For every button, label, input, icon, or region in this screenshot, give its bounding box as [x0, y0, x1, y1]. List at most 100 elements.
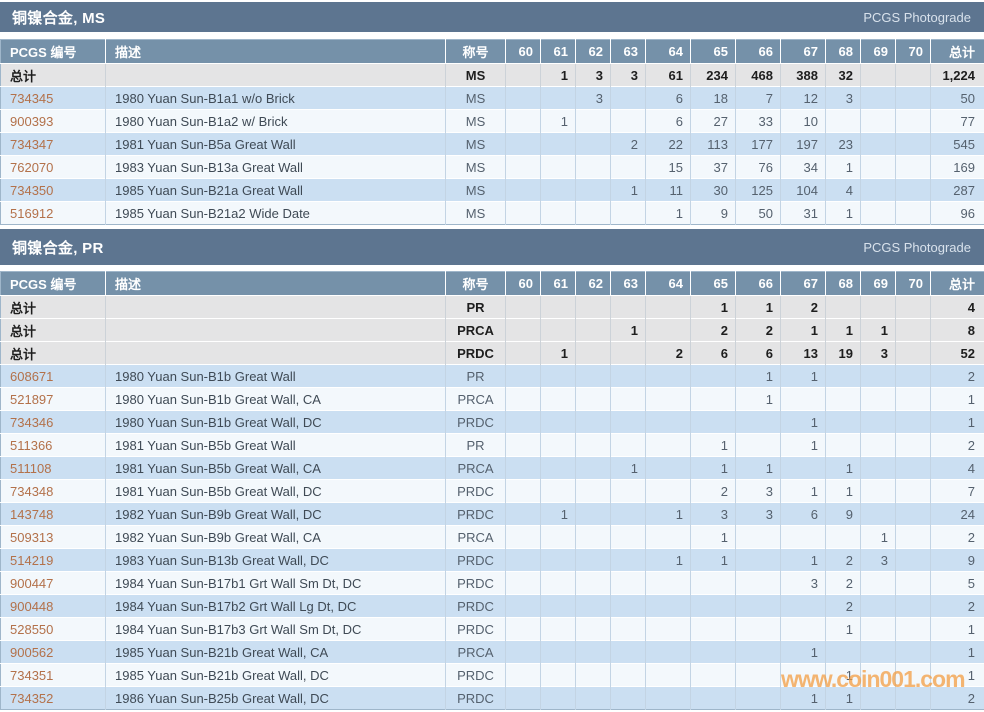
grade-61-cell [540, 364, 576, 388]
pcgs-number-link[interactable]: 734350 [10, 182, 54, 198]
col-header-grade-62: 62 [575, 271, 611, 296]
grade-61-cell [540, 132, 576, 156]
pcgs-number-link[interactable]: 900447 [10, 575, 54, 591]
grade-68-cell [825, 109, 861, 133]
pcgs-number-link[interactable]: 900448 [10, 598, 54, 614]
grade-63-cell: 1 [610, 178, 646, 202]
description-cell: 1981 Yuan Sun-B5b Great Wall, DC [105, 479, 446, 503]
grade-67-cell: 13 [780, 341, 826, 365]
col-header-grade-65: 65 [690, 39, 736, 64]
grade-63-cell: 2 [610, 132, 646, 156]
grade-65-cell [690, 364, 736, 388]
pcgs-number-link[interactable]: 511108 [10, 460, 52, 476]
total-cell: 2 [930, 686, 984, 710]
pcgs-number-cell: 900447 [0, 571, 106, 595]
grade-64-cell: 1 [645, 502, 691, 526]
pcgs-number-link[interactable]: 511366 [10, 437, 53, 453]
grade-62-cell [575, 663, 611, 687]
grade-63-cell [610, 387, 646, 411]
grade-64-cell [645, 594, 691, 618]
grade-63-cell [610, 410, 646, 434]
grade-61-cell [540, 525, 576, 549]
grade-61-cell [540, 201, 576, 225]
designation-cell: PRDC [445, 548, 506, 572]
grade-64-cell: 1 [645, 548, 691, 572]
pcgs-number-link[interactable]: 734351 [10, 667, 54, 683]
grade-69-cell [860, 364, 896, 388]
total-cell: 2 [930, 525, 984, 549]
grade-63-cell [610, 364, 646, 388]
designation-cell: PRDC [445, 663, 506, 687]
grade-60-cell [505, 663, 541, 687]
grade-62-cell: 3 [575, 86, 611, 110]
grade-68-cell: 1 [825, 456, 861, 480]
pcgs-number-link[interactable]: 734352 [10, 690, 54, 706]
grade-60-cell [505, 479, 541, 503]
pcgs-number-link[interactable]: 143748 [10, 506, 54, 522]
pcgs-number-link[interactable]: 734345 [10, 90, 54, 106]
grade-62-cell [575, 387, 611, 411]
grade-60-cell [505, 571, 541, 595]
grade-61-cell [540, 548, 576, 572]
pcgs-number-cell: 143748 [0, 502, 106, 526]
grade-61-cell [540, 433, 576, 457]
pcgs-number-link[interactable]: 900393 [10, 113, 54, 129]
grade-64-cell [645, 525, 691, 549]
grade-69-cell [860, 433, 896, 457]
total-row-label: 总计 [0, 295, 106, 319]
grade-62-cell [575, 594, 611, 618]
pcgs-number-link[interactable]: 528550 [10, 621, 54, 637]
grade-68-cell: 1 [825, 155, 861, 179]
pcgs-number-cell: 734352 [0, 686, 106, 710]
pcgs-number-link[interactable]: 521897 [10, 391, 54, 407]
description-cell: 1984 Yuan Sun-B17b1 Grt Wall Sm Dt, DC [105, 571, 446, 595]
col-header-pcgs-number: PCGS 编号 [0, 39, 106, 64]
grade-62-cell [575, 155, 611, 179]
grade-68-cell: 9 [825, 502, 861, 526]
grade-67-cell: 1 [780, 640, 826, 664]
col-header-grade-66: 66 [735, 39, 781, 64]
description-cell: 1981 Yuan Sun-B5a Great Wall [105, 132, 446, 156]
total-cell: 1,224 [930, 63, 984, 87]
grade-65-cell [690, 640, 736, 664]
grade-65-cell [690, 410, 736, 434]
header-row: PCGS 编号 描述 称号 60 61 62 63 64 65 66 67 68 69 70 总计 [0, 39, 984, 64]
pcgs-number-link[interactable]: 762070 [10, 159, 54, 175]
table-row: 528550 1984 Yuan Sun-B17b3 Grt Wall Sm Dt… [0, 617, 984, 641]
grade-66-cell [735, 548, 781, 572]
table-row: 900393 1980 Yuan Sun-B1a2 w/ Brick MS 1 6 27 3… [0, 109, 984, 133]
pcgs-number-link[interactable]: 514219 [10, 552, 54, 568]
col-header-designation: 称号 [445, 271, 506, 296]
photograde-link[interactable]: PCGS Photograde [863, 239, 971, 255]
pcgs-number-link[interactable]: 900562 [10, 644, 54, 660]
total-cell: 4 [930, 456, 984, 480]
grade-69-cell [860, 479, 896, 503]
grade-64-cell: 2 [645, 341, 691, 365]
grade-62-cell [575, 640, 611, 664]
grade-66-cell: 3 [735, 502, 781, 526]
pcgs-number-link[interactable]: 734346 [10, 414, 54, 430]
grade-63-cell [610, 502, 646, 526]
grade-61-cell [540, 571, 576, 595]
grade-61-cell: 1 [540, 341, 576, 365]
total-cell: 4 [930, 295, 984, 319]
pcgs-number-link[interactable]: 608671 [10, 368, 54, 384]
pcgs-number-cell: 734348 [0, 479, 106, 503]
grade-65-cell: 1 [690, 433, 736, 457]
pcgs-number-link[interactable]: 509313 [10, 529, 54, 545]
designation-cell: MS [445, 109, 506, 133]
pcgs-number-link[interactable]: 516912 [10, 205, 54, 221]
description-cell: 1982 Yuan Sun-B9b Great Wall, DC [105, 502, 446, 526]
pcgs-number-link[interactable]: 734347 [10, 136, 54, 152]
total-cell: 50 [930, 86, 984, 110]
grade-70-cell [895, 201, 931, 225]
designation-cell: PRDC [445, 502, 506, 526]
designation-cell: PRDC [445, 341, 506, 365]
grade-63-cell [610, 201, 646, 225]
section-header-ms: 铜镍合金, MS PCGS Photograde [0, 2, 984, 32]
grade-66-cell: 125 [735, 178, 781, 202]
pcgs-number-link[interactable]: 734348 [10, 483, 54, 499]
photograde-link[interactable]: PCGS Photograde [863, 9, 971, 25]
grade-64-cell: 11 [645, 178, 691, 202]
total-cell: 96 [930, 201, 984, 225]
